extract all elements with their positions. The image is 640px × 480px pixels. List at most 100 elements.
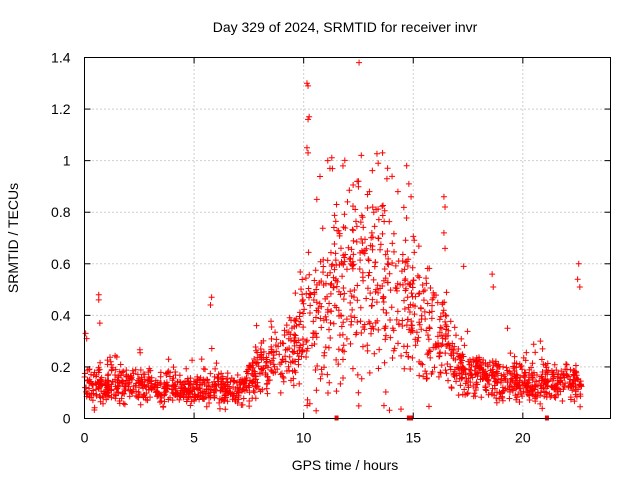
data-point [129, 376, 136, 383]
data-point [299, 291, 306, 298]
data-point [247, 377, 254, 384]
data-point [473, 354, 480, 361]
data-point [499, 394, 506, 401]
data-point [480, 375, 487, 382]
data-point [313, 407, 320, 414]
data-point [268, 323, 275, 330]
data-point [512, 392, 519, 399]
data-point [185, 388, 192, 395]
data-point [206, 399, 213, 406]
data-point [457, 382, 464, 389]
data-point [384, 260, 391, 267]
data-point [157, 381, 164, 388]
data-point [369, 243, 376, 250]
data-point [575, 260, 582, 267]
data-point [410, 277, 417, 284]
data-point [266, 377, 273, 384]
data-point [327, 334, 334, 341]
data-point [314, 362, 321, 369]
data-point [292, 290, 299, 297]
data-point [350, 251, 357, 258]
data-point [509, 387, 516, 394]
data-point [400, 343, 407, 350]
data-point [402, 287, 409, 294]
data-point [383, 175, 390, 182]
data-point [507, 350, 514, 357]
data-point [363, 295, 370, 302]
data-point [576, 381, 583, 388]
data-point [98, 378, 105, 385]
data-point [492, 358, 499, 365]
data-point [382, 251, 389, 258]
data-point [306, 271, 313, 278]
data-point [320, 263, 327, 270]
y-tick-label: 0 [63, 411, 71, 427]
data-point [263, 356, 270, 363]
data-point [317, 375, 324, 382]
data-point [145, 374, 152, 381]
data-point [348, 318, 355, 325]
data-point [478, 394, 485, 401]
data-point [324, 371, 331, 378]
data-point [381, 266, 388, 273]
data-point [194, 376, 201, 383]
data-point [451, 343, 458, 350]
data-point [252, 395, 259, 402]
data-point [403, 349, 410, 356]
data-point [473, 381, 480, 388]
data-point [489, 391, 496, 398]
data-point [311, 330, 318, 337]
data-point [347, 299, 354, 306]
data-point [258, 356, 265, 363]
data-point [352, 206, 359, 213]
data-point [225, 383, 232, 390]
data-point [410, 233, 417, 240]
data-point [183, 365, 190, 372]
data-point [135, 389, 142, 396]
data-point [330, 274, 337, 281]
data-point [330, 320, 337, 327]
data-point [326, 165, 333, 172]
data-point [381, 207, 388, 214]
data-point [305, 82, 312, 89]
data-point [448, 384, 455, 391]
data-point [272, 329, 279, 336]
data-point [529, 360, 536, 367]
data-point [572, 362, 579, 369]
data-point [424, 332, 431, 339]
data-point [447, 363, 454, 370]
data-point [364, 204, 371, 211]
data-point [443, 312, 450, 319]
data-point [354, 371, 361, 378]
data-point [386, 218, 393, 225]
data-point [394, 188, 401, 195]
data-point [321, 352, 328, 359]
data-point [200, 365, 207, 372]
data-point [137, 401, 144, 408]
data-point [355, 402, 362, 409]
data-point [161, 398, 168, 405]
data-point [499, 397, 506, 404]
data-point [490, 368, 497, 375]
x-tick-label: 5 [190, 430, 198, 446]
data-point [427, 285, 434, 292]
data-point [445, 340, 452, 347]
data-point [423, 327, 430, 334]
data-point [327, 290, 334, 297]
data-point [192, 391, 199, 398]
data-point [268, 335, 275, 342]
data-point [390, 347, 397, 354]
data-point [112, 352, 119, 359]
data-point [345, 244, 352, 251]
data-point [129, 367, 136, 374]
data-point [351, 287, 358, 294]
data-point [511, 372, 518, 379]
data-point [234, 372, 241, 379]
data-point [445, 377, 452, 384]
data-point [379, 203, 386, 210]
data-point [365, 318, 372, 325]
data-point [528, 388, 535, 395]
data-point [405, 304, 412, 311]
data-point [489, 271, 496, 278]
